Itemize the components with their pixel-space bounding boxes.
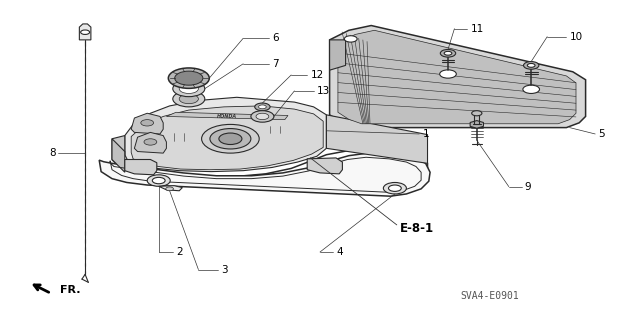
Text: 13: 13 bbox=[317, 86, 330, 96]
Text: 12: 12 bbox=[310, 70, 324, 80]
Circle shape bbox=[202, 124, 259, 153]
Circle shape bbox=[440, 49, 456, 57]
Text: 2: 2 bbox=[176, 247, 182, 257]
Polygon shape bbox=[338, 30, 576, 124]
Text: SVA4-E0901: SVA4-E0901 bbox=[461, 292, 520, 301]
Circle shape bbox=[255, 103, 270, 111]
Polygon shape bbox=[125, 160, 157, 175]
Circle shape bbox=[523, 85, 540, 93]
Circle shape bbox=[444, 51, 452, 55]
Polygon shape bbox=[166, 112, 288, 120]
Text: 3: 3 bbox=[221, 264, 227, 275]
Circle shape bbox=[179, 84, 198, 93]
Circle shape bbox=[344, 36, 357, 42]
Text: 1: 1 bbox=[422, 129, 429, 139]
Circle shape bbox=[175, 71, 203, 85]
Circle shape bbox=[472, 111, 482, 116]
Polygon shape bbox=[99, 153, 430, 196]
Text: 8: 8 bbox=[50, 148, 56, 158]
Circle shape bbox=[256, 113, 269, 120]
Text: 9: 9 bbox=[525, 182, 531, 192]
Circle shape bbox=[524, 62, 539, 69]
Polygon shape bbox=[330, 40, 346, 70]
Text: E-8-1: E-8-1 bbox=[400, 222, 434, 234]
Circle shape bbox=[144, 139, 157, 145]
Circle shape bbox=[81, 30, 90, 34]
Polygon shape bbox=[79, 24, 91, 40]
Circle shape bbox=[210, 129, 251, 149]
Text: 7: 7 bbox=[272, 59, 278, 69]
Circle shape bbox=[388, 185, 401, 191]
Circle shape bbox=[166, 187, 173, 191]
Polygon shape bbox=[112, 148, 428, 191]
Polygon shape bbox=[112, 139, 125, 172]
Circle shape bbox=[173, 81, 205, 97]
Circle shape bbox=[259, 105, 266, 109]
Circle shape bbox=[251, 111, 274, 122]
Polygon shape bbox=[125, 97, 326, 172]
Circle shape bbox=[527, 63, 535, 67]
Circle shape bbox=[219, 133, 242, 145]
Circle shape bbox=[147, 175, 170, 186]
Text: HONDA: HONDA bbox=[217, 114, 237, 119]
Circle shape bbox=[179, 94, 198, 104]
Circle shape bbox=[152, 177, 165, 184]
Circle shape bbox=[383, 182, 406, 194]
Text: FR.: FR. bbox=[60, 285, 80, 295]
Text: 11: 11 bbox=[470, 24, 484, 34]
Circle shape bbox=[440, 70, 456, 78]
Polygon shape bbox=[307, 158, 342, 174]
Text: 5: 5 bbox=[598, 129, 605, 139]
Polygon shape bbox=[134, 132, 166, 153]
Polygon shape bbox=[112, 136, 125, 160]
Polygon shape bbox=[470, 121, 483, 128]
Circle shape bbox=[141, 120, 154, 126]
Polygon shape bbox=[330, 26, 586, 128]
Polygon shape bbox=[131, 106, 323, 170]
Polygon shape bbox=[326, 115, 428, 163]
Text: 4: 4 bbox=[336, 247, 342, 257]
Circle shape bbox=[168, 68, 209, 88]
Polygon shape bbox=[131, 113, 163, 134]
Text: 6: 6 bbox=[272, 33, 278, 43]
Text: 10: 10 bbox=[570, 32, 583, 42]
Polygon shape bbox=[159, 186, 182, 191]
Circle shape bbox=[173, 91, 205, 107]
